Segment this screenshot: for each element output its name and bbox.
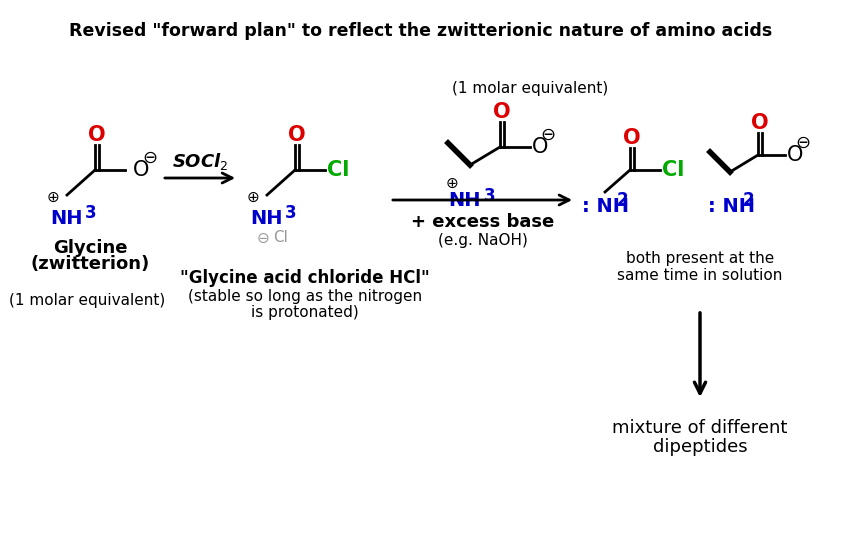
Text: NH: NH	[51, 208, 83, 227]
Text: ⊖: ⊖	[142, 149, 157, 167]
Text: 3: 3	[85, 204, 97, 222]
Text: (1 molar equivalent): (1 molar equivalent)	[452, 81, 608, 96]
Text: (e.g. NaOH): (e.g. NaOH)	[438, 232, 528, 248]
Text: Cl: Cl	[662, 160, 685, 180]
Text: O: O	[623, 128, 641, 148]
Text: ⊕: ⊕	[46, 189, 60, 205]
Text: (1 molar equivalent): (1 molar equivalent)	[9, 293, 165, 307]
Text: Cl: Cl	[273, 231, 288, 245]
Text: Cl: Cl	[327, 160, 349, 180]
Text: SOCl$_2$: SOCl$_2$	[172, 151, 228, 172]
Text: O: O	[532, 137, 548, 157]
Text: both present at the: both present at the	[626, 250, 774, 265]
Text: (zwitterion): (zwitterion)	[30, 255, 150, 273]
Text: 2: 2	[617, 191, 629, 209]
Text: (stable so long as the nitrogen: (stable so long as the nitrogen	[188, 288, 422, 304]
Text: : NH: : NH	[582, 197, 629, 217]
Text: NH: NH	[251, 208, 283, 227]
Text: ⊖: ⊖	[541, 126, 556, 144]
Text: "Glycine acid chloride HCl": "Glycine acid chloride HCl"	[180, 269, 430, 287]
Text: ⊕: ⊕	[445, 176, 458, 190]
Text: O: O	[133, 160, 149, 180]
Text: O: O	[288, 125, 306, 145]
Text: 3: 3	[484, 187, 496, 205]
Text: + excess base: + excess base	[412, 213, 555, 231]
Text: mixture of different: mixture of different	[612, 419, 787, 437]
Text: 3: 3	[285, 204, 296, 222]
Text: is protonated): is protonated)	[251, 305, 359, 319]
Text: O: O	[88, 125, 106, 145]
Text: O: O	[493, 102, 511, 122]
Text: dipeptides: dipeptides	[653, 438, 748, 456]
Text: 2: 2	[743, 191, 754, 209]
Text: O: O	[787, 145, 803, 165]
Text: same time in solution: same time in solution	[617, 268, 783, 282]
Text: Revised "forward plan" to reflect the zwitterionic nature of amino acids: Revised "forward plan" to reflect the zw…	[69, 22, 773, 40]
Text: O: O	[751, 113, 769, 133]
Text: ⊖: ⊖	[257, 231, 269, 245]
Text: NH: NH	[449, 191, 482, 211]
Text: ⊖: ⊖	[796, 134, 811, 152]
Text: : NH: : NH	[708, 197, 755, 217]
Text: Glycine: Glycine	[53, 239, 127, 257]
Text: ⊕: ⊕	[247, 189, 259, 205]
